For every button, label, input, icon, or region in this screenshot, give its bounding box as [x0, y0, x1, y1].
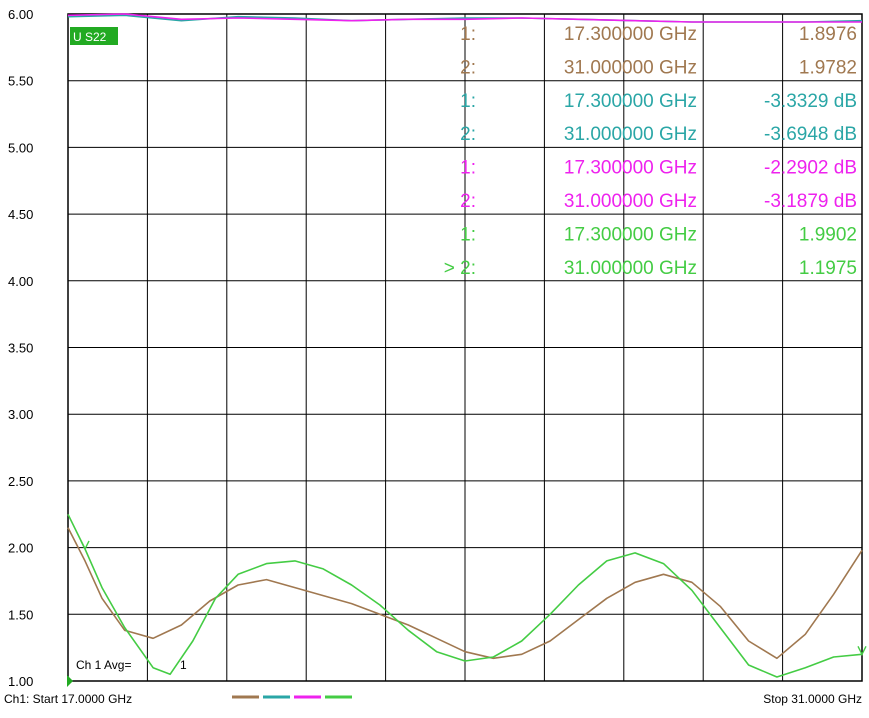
- trace-group: [67, 13, 867, 687]
- marker-frequency: 31.000000 GHz: [564, 124, 697, 145]
- y-tick-label: 1.00: [8, 674, 33, 689]
- y-tick-label: 3.50: [8, 341, 33, 356]
- marker-number: 1:: [460, 158, 476, 179]
- marker-value: 1.8976: [799, 24, 857, 45]
- marker-number: 2:: [460, 191, 476, 212]
- marker-value: 1.9902: [799, 224, 857, 245]
- averaging-readout: Ch 1 Avg= 1: [76, 658, 187, 672]
- marker-number: 2:: [460, 57, 476, 78]
- series-line: [67, 527, 863, 660]
- marker-frequency: 17.300000 GHz: [564, 91, 697, 112]
- stop-frequency-label: Stop 31.0000 GHz: [763, 692, 862, 706]
- marker-readout-table: 1: 17.300000 GHz 1.8976 2: 31.000000 GHz 1.97…: [444, 24, 857, 279]
- marker-triangle: [80, 540, 90, 551]
- y-tick-label: 2.00: [8, 541, 33, 556]
- marker-frequency: 17.300000 GHz: [564, 224, 697, 245]
- marker-frequency: 31.000000 GHz: [564, 191, 697, 212]
- y-tick-label: 5.50: [8, 74, 33, 89]
- marker-number: 2:: [460, 124, 476, 145]
- marker-value: -3.3329 dB: [764, 91, 857, 112]
- marker-value: -3.6948 dB: [764, 124, 857, 145]
- y-tick-label: 6.00: [8, 7, 33, 22]
- y-tick-label: 5.00: [8, 140, 33, 155]
- marker-triangle: [857, 646, 867, 656]
- marker-number: 1:: [460, 91, 476, 112]
- marker-number: > 2:: [444, 258, 476, 279]
- y-tick-label: 1.50: [8, 607, 33, 622]
- marker-value: 1.1975: [799, 258, 857, 279]
- marker-number: 1:: [460, 224, 476, 245]
- series-line: [67, 513, 863, 678]
- start-frequency-label: Ch1: Start 17.0000 GHz: [4, 692, 132, 706]
- y-tick-label: 4.50: [8, 207, 33, 222]
- marker-value: -3.1879 dB: [764, 191, 857, 212]
- grid-lines: [68, 14, 862, 681]
- y-tick-label: 4.00: [8, 274, 33, 289]
- trace-label-box: [70, 27, 118, 45]
- avg-value: 1: [180, 658, 187, 672]
- start-arrow: [67, 675, 73, 687]
- y-tick-label: 2.50: [8, 474, 33, 489]
- marker-frequency: 31.000000 GHz: [564, 57, 697, 78]
- marker-frequency: 31.000000 GHz: [564, 258, 697, 279]
- marker-frequency: 17.300000 GHz: [564, 24, 697, 45]
- y-tick-label: 3.00: [8, 407, 33, 422]
- series-line: [67, 13, 862, 23]
- y-tick-labels: 1.00 1.50 2.00 2.50 3.00 3.50 4.00 4.50 5.00 5.50…: [8, 7, 33, 689]
- avg-label: Ch 1 Avg=: [76, 658, 132, 672]
- marker-value: -2.2902 dB: [764, 158, 857, 179]
- marker-value: 1.9782: [799, 57, 857, 78]
- footer-bar: Ch1: Start 17.0000 GHz Stop 31.0000 GHz: [4, 692, 862, 706]
- trace-label-badge: U S22: [70, 27, 118, 45]
- marker-number: 1:: [460, 24, 476, 45]
- trace-label-text: U S22: [73, 30, 107, 44]
- marker-frequency: 17.300000 GHz: [564, 158, 697, 179]
